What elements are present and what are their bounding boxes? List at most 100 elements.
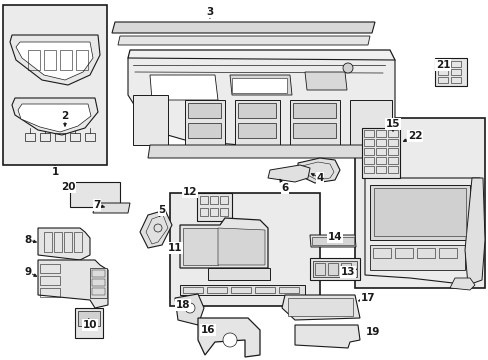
Bar <box>209 208 218 216</box>
Polygon shape <box>267 165 309 182</box>
Polygon shape <box>364 178 479 285</box>
Bar <box>55 133 65 141</box>
Polygon shape <box>289 100 339 148</box>
Bar <box>287 298 352 316</box>
Bar <box>60 50 72 70</box>
Bar <box>183 287 203 293</box>
Bar <box>78 311 100 326</box>
Bar <box>416 248 434 258</box>
Polygon shape <box>118 36 369 45</box>
Text: 5: 5 <box>158 205 165 215</box>
Bar <box>238 103 275 118</box>
Bar <box>311 237 353 245</box>
Text: 9: 9 <box>24 267 32 277</box>
Bar <box>25 133 35 141</box>
Polygon shape <box>218 228 264 265</box>
Bar <box>200 208 207 216</box>
Polygon shape <box>184 100 224 148</box>
Text: 6: 6 <box>281 183 288 193</box>
Polygon shape <box>38 260 108 308</box>
Bar <box>238 123 275 138</box>
Bar <box>74 232 82 252</box>
Bar <box>3 5 107 165</box>
Text: 20: 20 <box>61 182 75 192</box>
Bar <box>363 157 373 164</box>
Text: 12: 12 <box>183 187 197 197</box>
Polygon shape <box>133 95 168 145</box>
Text: 19: 19 <box>365 327 379 337</box>
Bar <box>187 123 221 138</box>
Polygon shape <box>175 294 203 325</box>
Bar <box>197 193 231 221</box>
Text: 18: 18 <box>175 300 190 310</box>
Polygon shape <box>207 268 269 280</box>
Bar <box>187 103 221 118</box>
Bar <box>387 130 397 137</box>
Polygon shape <box>297 158 339 183</box>
Polygon shape <box>38 228 90 260</box>
Text: 2: 2 <box>61 111 68 121</box>
Bar <box>375 139 385 146</box>
Bar <box>434 58 466 86</box>
Bar <box>450 69 460 75</box>
Bar <box>292 123 335 138</box>
Bar <box>340 263 350 275</box>
Polygon shape <box>449 278 474 290</box>
Bar <box>450 77 460 83</box>
Bar <box>354 118 484 288</box>
Polygon shape <box>198 318 260 357</box>
Polygon shape <box>18 104 91 132</box>
Text: 8: 8 <box>24 235 32 245</box>
Bar <box>44 232 52 252</box>
Polygon shape <box>148 145 392 158</box>
Polygon shape <box>183 228 218 265</box>
Bar <box>75 308 103 338</box>
Bar <box>90 268 107 298</box>
Circle shape <box>342 63 352 73</box>
Bar <box>76 50 88 70</box>
Bar <box>375 157 385 164</box>
Text: 15: 15 <box>385 119 400 129</box>
Polygon shape <box>128 50 394 92</box>
Bar <box>373 188 465 236</box>
Polygon shape <box>150 75 218 100</box>
Bar <box>437 61 447 67</box>
Text: 21: 21 <box>435 60 449 70</box>
Bar <box>170 193 319 306</box>
Bar <box>363 148 373 155</box>
Bar <box>375 166 385 173</box>
Text: 16: 16 <box>201 325 215 335</box>
Polygon shape <box>305 72 346 90</box>
Text: 10: 10 <box>82 320 97 330</box>
Bar <box>92 279 105 286</box>
Bar <box>363 130 373 137</box>
Polygon shape <box>140 210 172 248</box>
Text: 11: 11 <box>167 243 182 253</box>
Bar <box>314 263 325 275</box>
Bar <box>200 196 207 204</box>
Bar <box>220 208 227 216</box>
Bar <box>363 166 373 173</box>
Text: 1: 1 <box>51 167 59 177</box>
Bar <box>70 133 80 141</box>
Bar <box>64 232 72 252</box>
Bar <box>394 248 412 258</box>
Polygon shape <box>309 235 355 247</box>
Bar <box>437 69 447 75</box>
Polygon shape <box>12 98 98 135</box>
Text: 13: 13 <box>340 267 354 277</box>
Bar <box>438 248 456 258</box>
Bar <box>92 270 105 277</box>
Bar <box>85 133 95 141</box>
Polygon shape <box>229 75 291 95</box>
Bar <box>387 157 397 164</box>
Bar <box>387 166 397 173</box>
Bar <box>387 139 397 146</box>
Polygon shape <box>93 203 130 213</box>
Polygon shape <box>10 35 100 85</box>
Bar <box>327 263 337 275</box>
Bar <box>450 61 460 67</box>
Bar <box>209 196 218 204</box>
Bar <box>40 276 60 285</box>
Bar <box>230 287 250 293</box>
